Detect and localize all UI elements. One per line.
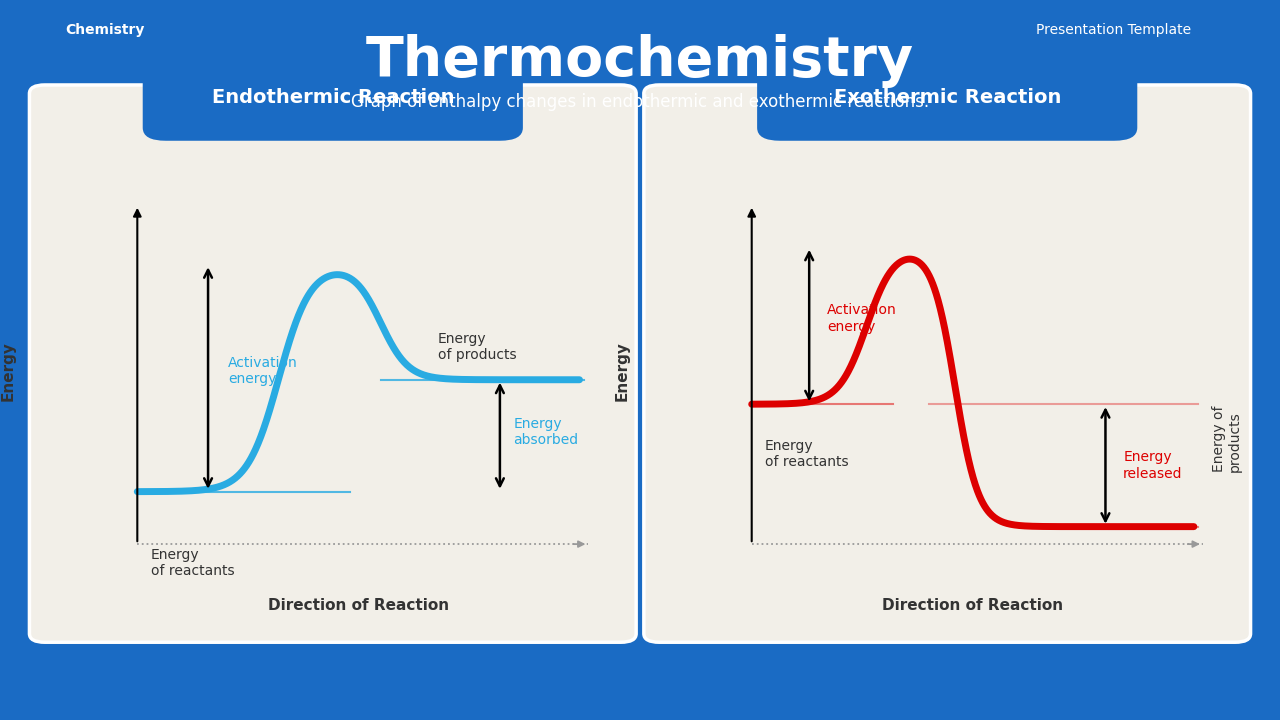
Text: Energy
released: Energy released — [1123, 450, 1183, 480]
Text: Activation
energy: Activation energy — [827, 303, 896, 333]
Text: Energy
of reactants: Energy of reactants — [765, 439, 849, 469]
Text: Direction of Reaction: Direction of Reaction — [268, 598, 449, 613]
Text: Energy: Energy — [616, 341, 630, 400]
Text: Graph of enthalpy changes in endothermic and exothermic reactions.: Graph of enthalpy changes in endothermic… — [351, 93, 929, 111]
Text: Thermochemistry: Thermochemistry — [366, 34, 914, 88]
Text: Exothermic Reaction: Exothermic Reaction — [833, 88, 1061, 107]
Text: Energy
absorbed: Energy absorbed — [513, 417, 579, 447]
Text: Energy
of reactants: Energy of reactants — [151, 548, 234, 578]
Text: Presentation Template: Presentation Template — [1036, 23, 1192, 37]
Text: Energy
of products: Energy of products — [438, 332, 517, 362]
Text: Energy of
products: Energy of products — [1212, 406, 1242, 472]
Text: Activation
energy: Activation energy — [228, 356, 298, 386]
Text: Chemistry: Chemistry — [65, 23, 145, 37]
Text: Endothermic Reaction: Endothermic Reaction — [211, 88, 454, 107]
Text: Direction of Reaction: Direction of Reaction — [882, 598, 1064, 613]
Text: Energy: Energy — [1, 341, 15, 400]
